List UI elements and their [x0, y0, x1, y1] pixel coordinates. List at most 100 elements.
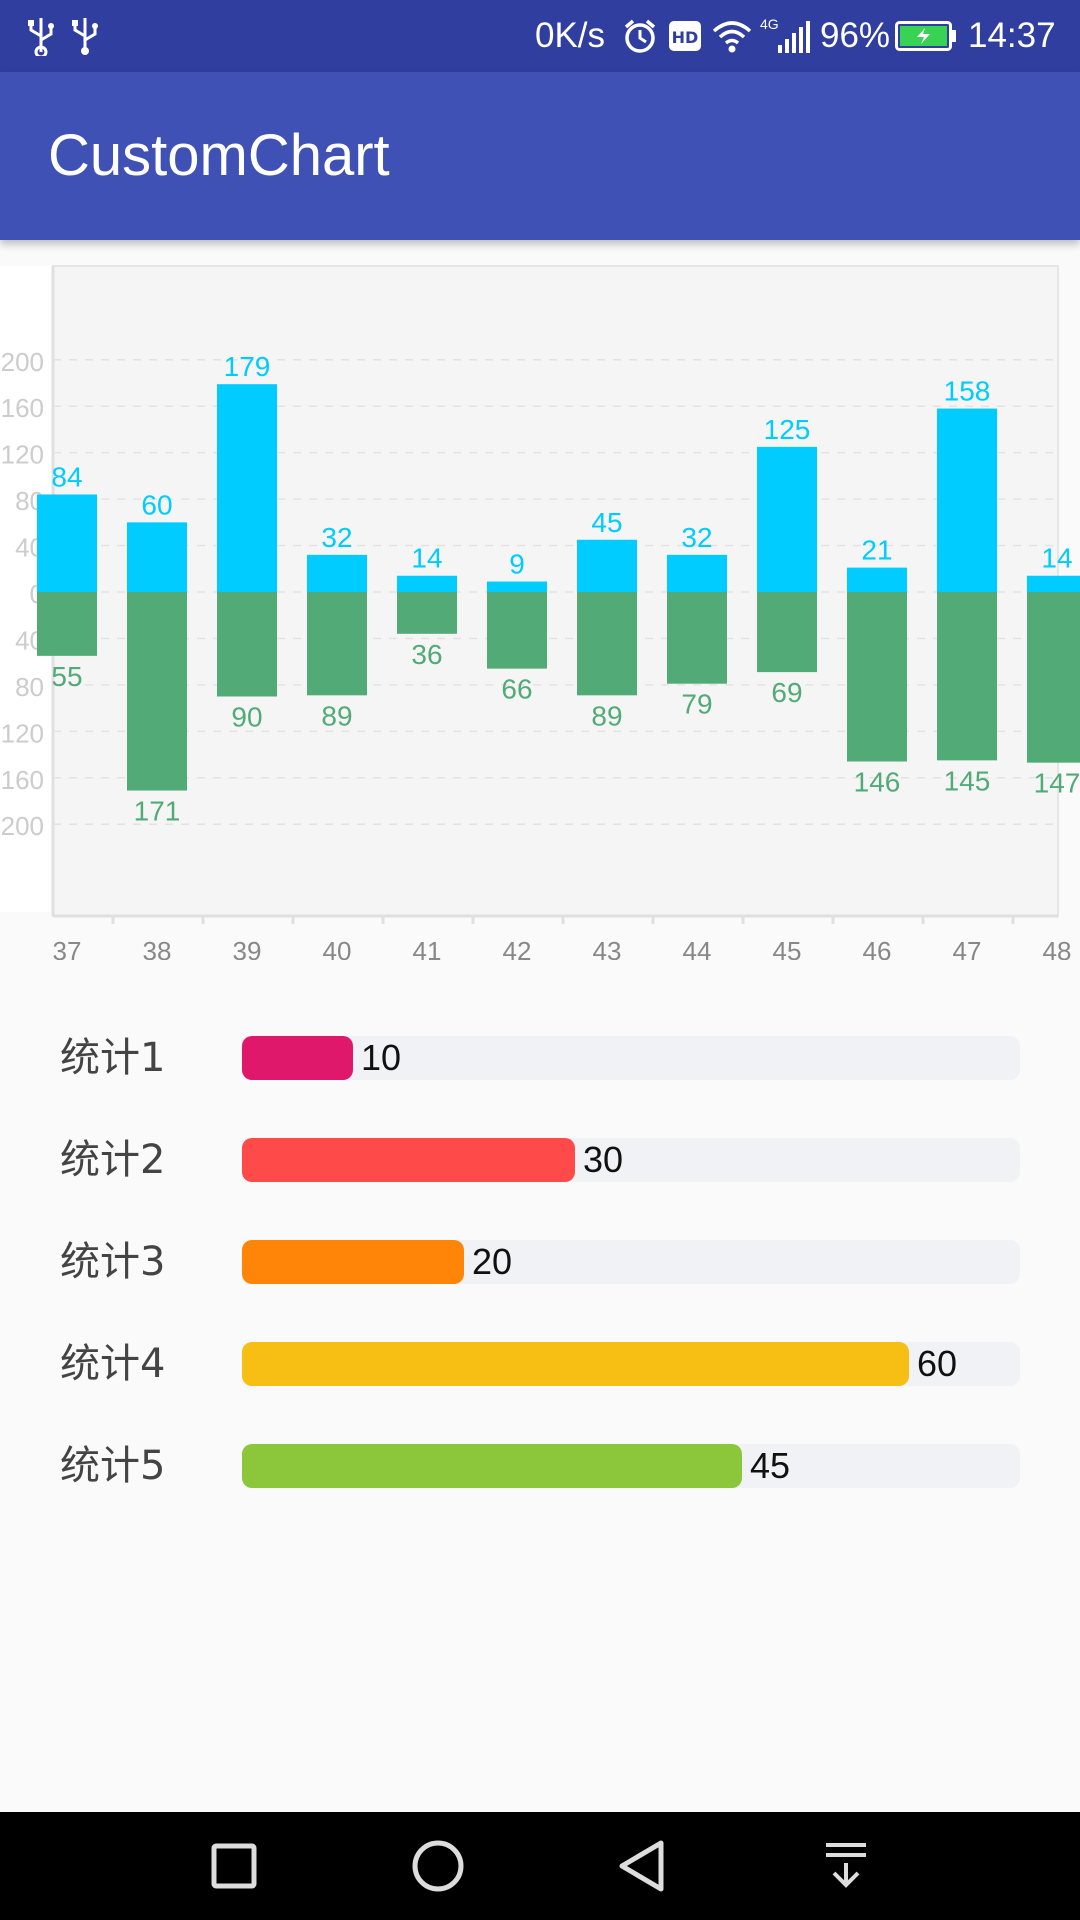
bar-up: [37, 494, 97, 592]
home-button[interactable]: [378, 1812, 498, 1920]
stat-value: 30: [583, 1139, 624, 1180]
stat-progress-fill: [242, 1342, 909, 1386]
usb-icon: [70, 0, 100, 72]
bar-down: [1027, 592, 1080, 763]
app-bar: CustomChart: [0, 72, 1080, 240]
stat-row: 统计3 20: [0, 1232, 1080, 1292]
signal-icon: [778, 0, 812, 72]
stat-progress-track: [242, 1342, 1020, 1386]
bar-up: [1027, 575, 1080, 592]
bar-down-label: 55: [51, 661, 82, 692]
bar-up: [937, 408, 997, 592]
wifi-icon: [712, 0, 752, 72]
bar-down: [757, 592, 817, 673]
bar-down-label: 89: [321, 700, 352, 731]
bar-up: [667, 554, 727, 592]
bar-up: [847, 567, 907, 592]
stat-row: 统计2 30: [0, 1130, 1080, 1190]
stat-label: 统计5: [60, 1443, 166, 1489]
network-speed: 0K/s: [535, 16, 606, 55]
stat-progress-track: [242, 1036, 1020, 1080]
home-icon: [412, 1840, 464, 1892]
y-tick-label: 200: [1, 811, 44, 841]
bar-down-label: 36: [411, 639, 442, 670]
bar-up-label: 158: [944, 376, 991, 407]
stat-progress-fill: [242, 1036, 353, 1080]
bar-up-label: 125: [764, 414, 811, 445]
bar-down: [487, 592, 547, 669]
bar-down-label: 79: [681, 689, 712, 720]
x-tick-label: 45: [773, 936, 802, 960]
x-tick-label: 48: [1043, 936, 1072, 960]
stat-value: 20: [472, 1241, 513, 1282]
bar-down-label: 89: [591, 700, 622, 731]
y-tick-label: 160: [1, 765, 44, 795]
x-tick-label: 37: [53, 936, 82, 960]
status-bar: 0K/s HD 4G 96% 14:37: [0, 0, 1080, 72]
stat-label: 统计3: [60, 1239, 166, 1285]
bar-up-label: 14: [1041, 543, 1072, 574]
plot-area: [52, 265, 1059, 917]
navigation-bar: [0, 1812, 1080, 1920]
bar-down: [307, 592, 367, 696]
stat-row: 统计1 10: [0, 1028, 1080, 1088]
notification-pull-button[interactable]: [786, 1812, 906, 1920]
bar-down-label: 90: [231, 701, 262, 732]
usb-icon: [26, 0, 56, 72]
stat-label: 统计1: [60, 1035, 166, 1081]
stat-progress-fill: [242, 1138, 575, 1182]
bar-down: [37, 592, 97, 656]
clock: 14:37: [968, 16, 1056, 55]
bar-down: [667, 592, 727, 684]
recents-icon: [211, 1843, 257, 1889]
bar-down: [937, 592, 997, 761]
battery-percent: 96%: [820, 16, 891, 55]
network-type: 4G: [760, 16, 779, 32]
stat-value: 60: [917, 1343, 958, 1384]
bar-up: [397, 575, 457, 592]
x-tick-label: 40: [323, 936, 352, 960]
bar-down-label: 146: [854, 767, 901, 798]
bar-down: [577, 592, 637, 696]
stat-value: 45: [750, 1445, 791, 1486]
bar-up: [307, 554, 367, 592]
stat-label: 统计2: [60, 1137, 166, 1183]
bar-up: [757, 446, 817, 592]
x-tick-label: 41: [413, 936, 442, 960]
bar-chart: 2001601208040040801201602008455376017138…: [0, 265, 1080, 960]
battery-charging-icon: [895, 0, 957, 72]
back-icon: [619, 1840, 664, 1892]
y-tick-label: 120: [1, 718, 44, 748]
bar-up-label: 179: [224, 351, 271, 382]
back-button[interactable]: [582, 1812, 702, 1920]
x-tick-label: 43: [593, 936, 622, 960]
bar-up-label: 14: [411, 543, 442, 574]
y-tick-label: 200: [1, 347, 44, 377]
stat-label: 统计4: [60, 1341, 166, 1387]
y-tick-label: 160: [1, 393, 44, 423]
bar-down: [217, 592, 277, 697]
stat-progress-track: [242, 1138, 1020, 1182]
bar-up: [217, 384, 277, 592]
bar-up: [577, 539, 637, 592]
app-title: CustomChart: [48, 123, 390, 188]
bar-up-label: 84: [51, 461, 82, 492]
recents-button[interactable]: [174, 1812, 294, 1920]
alarm-icon: [622, 0, 658, 72]
y-tick-label: 80: [15, 672, 44, 702]
bar-up: [127, 522, 187, 592]
svg-text:HD: HD: [672, 28, 699, 47]
bar-up-label: 45: [591, 507, 622, 538]
bar-up: [487, 581, 547, 592]
stat-progress-track: [242, 1444, 1020, 1488]
stat-progress-fill: [242, 1240, 464, 1284]
stat-value: 10: [361, 1037, 402, 1078]
bar-up-label: 32: [681, 522, 712, 553]
x-tick-label: 47: [953, 936, 982, 960]
bar-up-label: 21: [861, 535, 892, 566]
bar-down: [847, 592, 907, 762]
bar-down-label: 171: [134, 796, 181, 827]
bar-down-label: 147: [1034, 768, 1080, 799]
stat-row: 统计5 45: [0, 1436, 1080, 1496]
bar-down: [397, 592, 457, 634]
